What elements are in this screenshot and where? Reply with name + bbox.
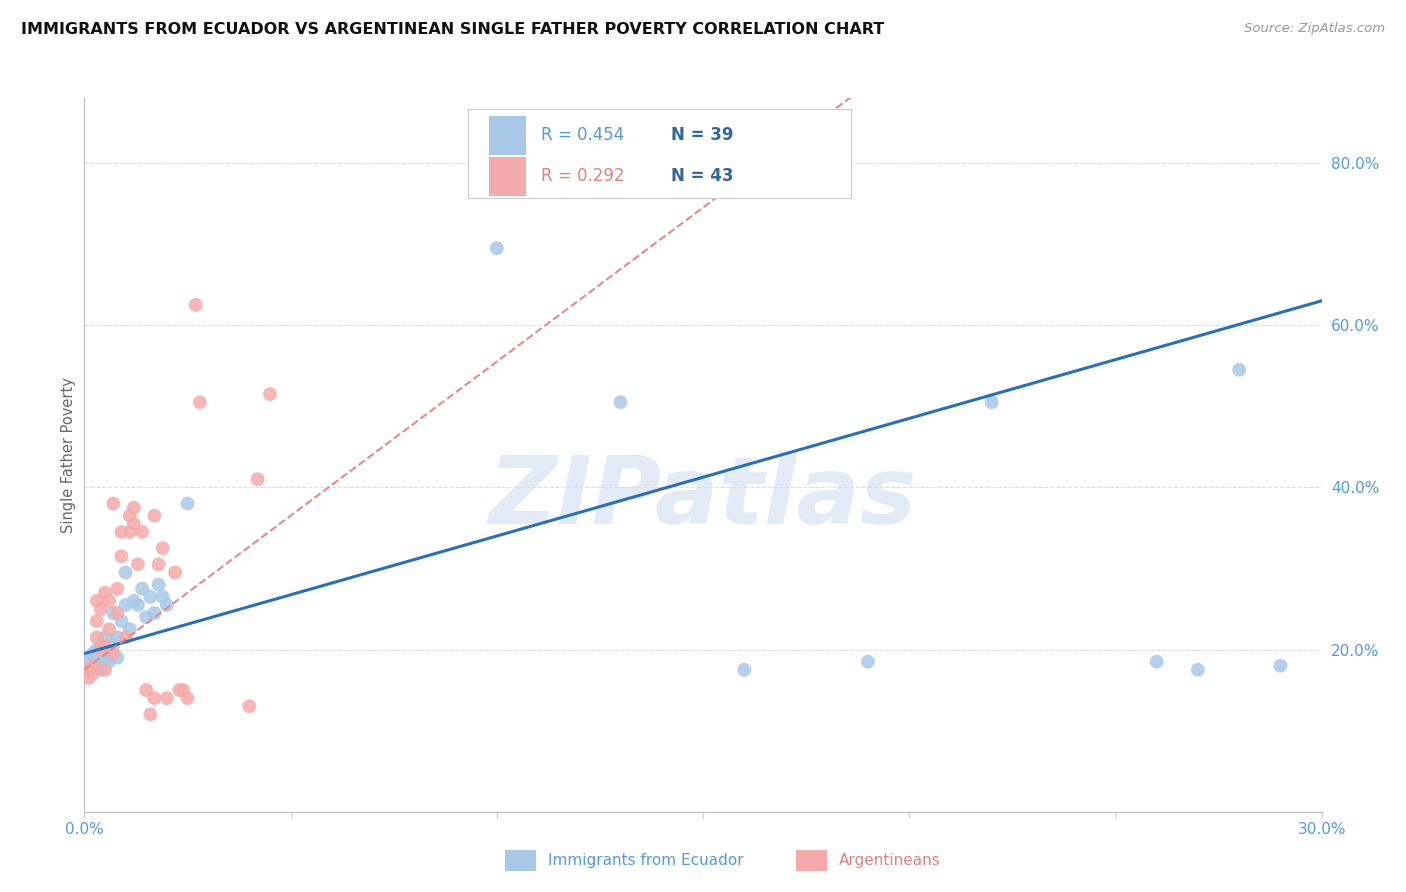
Point: [103, 606, 125, 620]
Point: [165, 566, 187, 580]
Point: [105, 650, 128, 665]
Point: [105, 582, 128, 596]
Point: [94, 663, 117, 677]
Point: [82, 647, 104, 661]
FancyBboxPatch shape: [489, 157, 526, 196]
Point: [148, 558, 170, 572]
Text: N = 43: N = 43: [671, 168, 734, 186]
Y-axis label: Single Father Poverty: Single Father Poverty: [60, 377, 76, 533]
Point: [143, 508, 166, 523]
Text: IMMIGRANTS FROM ECUADOR VS ARGENTINEAN SINGLE FATHER POVERTY CORRELATION CHART: IMMIGRANTS FROM ECUADOR VS ARGENTINEAN S…: [21, 22, 884, 37]
Point: [114, 598, 136, 612]
Point: [139, 707, 162, 722]
Point: [135, 610, 157, 624]
Point: [238, 699, 260, 714]
Point: [103, 647, 125, 661]
Point: [98, 655, 121, 669]
Point: [152, 590, 174, 604]
FancyBboxPatch shape: [489, 116, 526, 155]
Point: [82, 658, 104, 673]
FancyBboxPatch shape: [796, 849, 827, 871]
Point: [1146, 655, 1168, 669]
Point: [82, 666, 104, 681]
Point: [94, 655, 117, 669]
Text: N = 39: N = 39: [671, 127, 734, 145]
Point: [118, 524, 141, 539]
Point: [856, 655, 879, 669]
Point: [143, 606, 166, 620]
Point: [118, 622, 141, 636]
Point: [131, 524, 153, 539]
Point: [127, 598, 149, 612]
Point: [98, 647, 121, 661]
Point: [77, 663, 100, 677]
Point: [148, 577, 170, 591]
Point: [82, 658, 104, 673]
Text: Source: ZipAtlas.com: Source: ZipAtlas.com: [1244, 22, 1385, 36]
Point: [103, 639, 125, 653]
Point: [77, 663, 100, 677]
Point: [246, 472, 269, 486]
Point: [143, 691, 166, 706]
Point: [980, 395, 1002, 409]
FancyBboxPatch shape: [468, 109, 852, 198]
Point: [98, 594, 121, 608]
Point: [188, 395, 211, 409]
Text: Argentineans: Argentineans: [839, 853, 941, 868]
Point: [118, 508, 141, 523]
Point: [139, 590, 162, 604]
Point: [1227, 363, 1250, 377]
Point: [172, 683, 194, 698]
FancyBboxPatch shape: [505, 849, 536, 871]
Point: [94, 631, 117, 645]
Point: [86, 594, 108, 608]
Point: [114, 631, 136, 645]
Point: [167, 683, 190, 698]
Point: [114, 566, 136, 580]
Point: [105, 606, 128, 620]
Point: [609, 395, 631, 409]
Point: [90, 663, 112, 677]
Point: [156, 598, 179, 612]
Point: [90, 639, 112, 653]
Point: [733, 663, 755, 677]
Point: [122, 516, 145, 531]
Point: [485, 241, 508, 255]
Text: Immigrants from Ecuador: Immigrants from Ecuador: [548, 853, 744, 868]
Point: [135, 683, 157, 698]
Point: [77, 671, 100, 685]
Point: [127, 558, 149, 572]
Point: [98, 622, 121, 636]
Point: [90, 602, 112, 616]
Text: R = 0.292: R = 0.292: [541, 168, 624, 186]
Point: [1270, 658, 1292, 673]
Point: [122, 594, 145, 608]
Point: [77, 655, 100, 669]
Point: [176, 691, 198, 706]
Point: [184, 298, 207, 312]
Point: [259, 387, 281, 401]
Point: [1187, 663, 1209, 677]
Text: ZIPatlas: ZIPatlas: [489, 451, 917, 544]
Point: [86, 642, 108, 657]
Point: [110, 524, 132, 539]
Point: [86, 614, 108, 628]
Point: [156, 691, 179, 706]
Point: [110, 614, 132, 628]
Text: R = 0.454: R = 0.454: [541, 127, 624, 145]
Point: [86, 655, 108, 669]
Point: [94, 639, 117, 653]
Point: [90, 642, 112, 657]
Point: [94, 586, 117, 600]
Point: [105, 631, 128, 645]
Point: [122, 500, 145, 515]
Point: [103, 497, 125, 511]
Point: [131, 582, 153, 596]
Point: [176, 497, 198, 511]
Point: [110, 549, 132, 564]
Point: [86, 631, 108, 645]
Point: [152, 541, 174, 556]
